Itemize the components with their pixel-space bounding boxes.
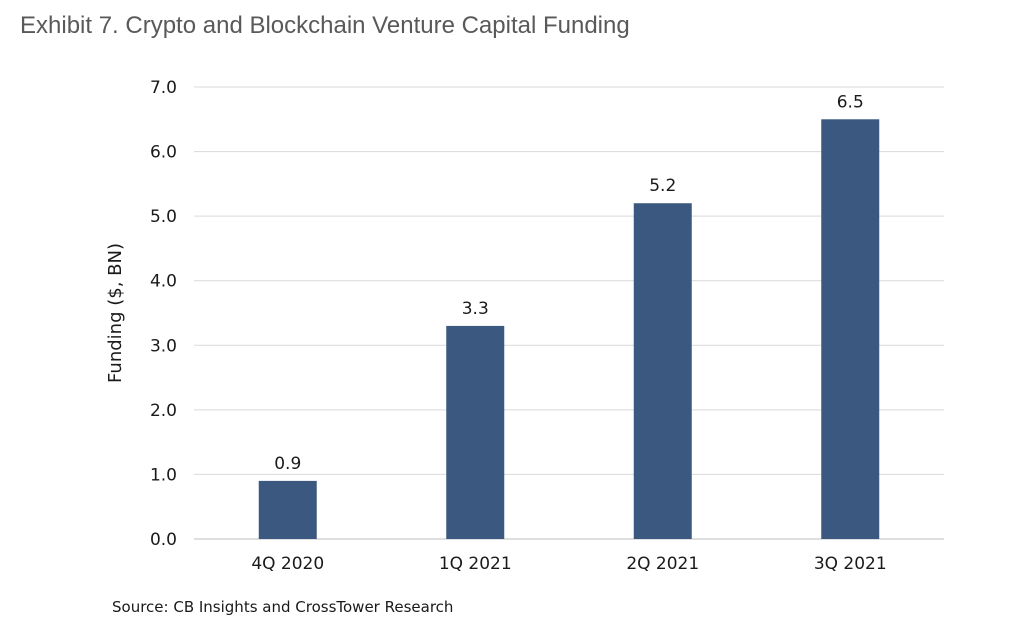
bar	[821, 119, 880, 540]
y-tick-label: 5.0	[150, 207, 177, 227]
y-tick-label: 1.0	[150, 465, 177, 485]
data-label: 6.5	[837, 92, 864, 112]
bar	[633, 203, 692, 539]
y-tick-label: 2.0	[150, 401, 177, 421]
x-tick-label: 1Q 2021	[439, 554, 512, 574]
y-tick-label: 0.0	[150, 530, 177, 550]
data-label: 3.3	[462, 299, 489, 319]
bar	[258, 480, 317, 539]
bars	[258, 119, 880, 540]
data-labels: 0.9 3.3 5.2 6.5	[274, 92, 864, 474]
x-tick-label: 3Q 2021	[814, 554, 887, 574]
exhibit-title: Exhibit 7. Crypto and Blockchain Venture…	[20, 12, 630, 39]
y-axis-ticks: 0.0 1.0 2.0 3.0 4.0 5.0 6.0 7.0	[150, 78, 177, 550]
gridlines	[194, 86, 944, 540]
x-tick-label: 2Q 2021	[626, 554, 699, 574]
data-label: 0.9	[274, 454, 301, 474]
y-tick-label: 6.0	[150, 143, 177, 163]
y-axis-title: Funding ($, BN)	[105, 243, 126, 383]
x-tick-label: 4Q 2020	[251, 554, 324, 574]
x-axis-ticks: 4Q 2020 1Q 2021 2Q 2021 3Q 2021	[251, 554, 886, 574]
y-tick-label: 4.0	[150, 272, 177, 292]
y-tick-label: 3.0	[150, 336, 177, 356]
data-label: 5.2	[649, 176, 676, 196]
y-tick-label: 7.0	[150, 78, 177, 98]
source-note: Source: CB Insights and CrossTower Resea…	[112, 598, 454, 616]
bar	[446, 325, 505, 539]
